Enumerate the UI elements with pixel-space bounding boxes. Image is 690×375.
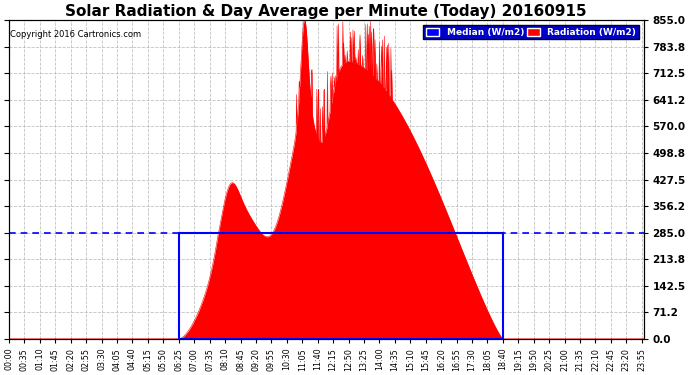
Text: Copyright 2016 Cartronics.com: Copyright 2016 Cartronics.com [10, 30, 141, 39]
Legend: Median (W/m2), Radiation (W/m2): Median (W/m2), Radiation (W/m2) [423, 25, 639, 39]
Bar [179, 232, 503, 339]
Title: Solar Radiation & Day Average per Minute (Today) 20160915: Solar Radiation & Day Average per Minute… [66, 4, 587, 19]
